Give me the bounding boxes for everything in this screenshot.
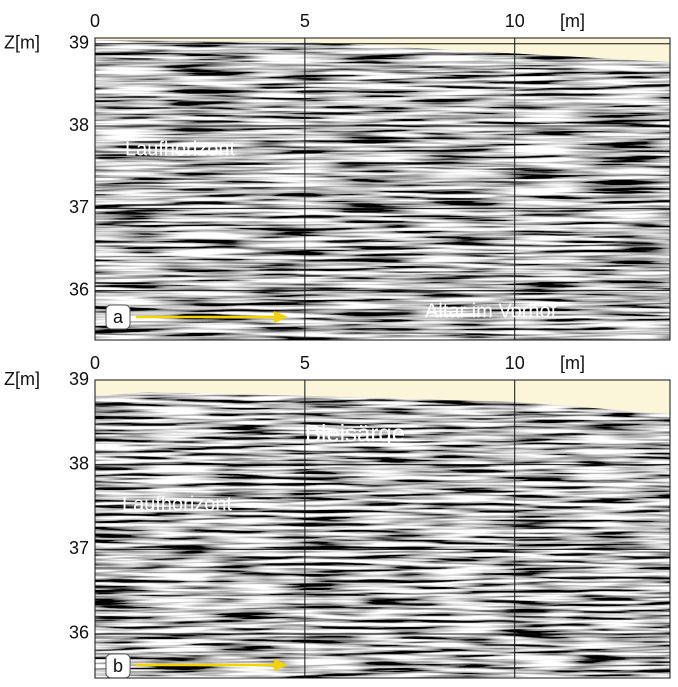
plot-frame: [94, 379, 671, 679]
x-tick-label: 10: [505, 11, 525, 31]
y-tick-label: 37: [69, 538, 89, 558]
y-tick-label: 37: [69, 197, 89, 217]
y-tick-label: 38: [69, 453, 89, 473]
x-tick-label: 10: [505, 353, 525, 373]
panel-b-marker: b: [105, 653, 288, 679]
x-axis-label: [m]: [560, 353, 585, 373]
y-tick-label: 38: [69, 115, 89, 135]
radargram: [95, 38, 670, 340]
surface: [95, 380, 670, 414]
x-tick-label: 0: [90, 11, 100, 31]
x-axis-label: [m]: [560, 11, 585, 31]
y-tick-label: 39: [69, 33, 89, 53]
arrow-head: [274, 311, 288, 323]
y-tick-label: 36: [69, 279, 89, 299]
y-tick-label: 36: [69, 623, 89, 643]
x-tick-label: 0: [90, 353, 100, 373]
annotation: Laufhorizont: [125, 138, 236, 160]
annotation: Laufhorizont: [122, 493, 233, 515]
radargram: [95, 380, 670, 678]
panel-label: b: [113, 656, 123, 676]
plot-frame: [94, 37, 671, 341]
annotation: Bleisärge: [305, 420, 405, 447]
x-tick-label: 5: [300, 353, 310, 373]
y-axis-label: Z[m]: [4, 33, 40, 53]
x-tick-label: 5: [300, 11, 310, 31]
annotation: Altar im Vorhof: [425, 300, 557, 322]
panel-a-marker: a: [105, 304, 288, 330]
arrow-head: [274, 659, 288, 671]
panel-label: a: [113, 307, 124, 327]
label-box: [105, 304, 131, 330]
y-tick-label: 39: [69, 369, 89, 389]
y-axis-label: Z[m]: [4, 369, 40, 389]
